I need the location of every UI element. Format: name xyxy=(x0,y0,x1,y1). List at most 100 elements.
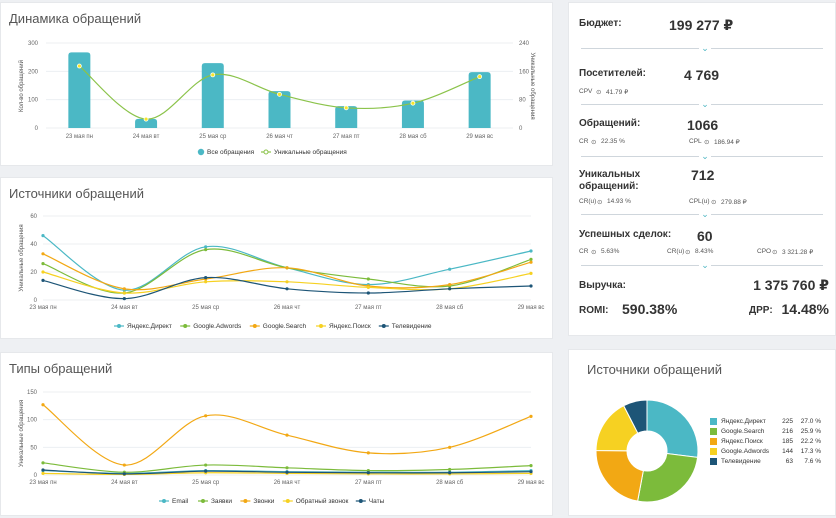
line-point xyxy=(410,100,416,106)
y-tick-label: 0 xyxy=(34,473,38,479)
x-tick-label: 25 мая ср xyxy=(199,134,227,140)
line-point xyxy=(529,271,533,275)
line-point xyxy=(477,74,483,80)
legend-marker xyxy=(183,324,188,328)
cplu-label: CPL(u) xyxy=(689,198,710,205)
cr2-value: 5.63% xyxy=(601,248,620,255)
line-point xyxy=(448,283,452,287)
revenue-value: 1 375 760 ₽ xyxy=(753,277,829,293)
pie-card: Источники обращений xyxy=(568,349,836,516)
legend-pct: 22.2 % xyxy=(800,437,821,445)
line-point xyxy=(366,471,370,475)
budget-value: 199 277 ₽ xyxy=(669,17,734,33)
line-point xyxy=(529,470,533,474)
y-tick-label: 20 xyxy=(30,270,37,276)
legend-marker xyxy=(285,499,290,503)
line-point xyxy=(366,468,370,473)
unique-value: 712 xyxy=(691,167,715,183)
legend-label: Телевидение xyxy=(392,323,432,330)
y2-axis-label: Уникальные обращения xyxy=(529,52,535,119)
chevron-down-icon: ⌄ xyxy=(699,42,711,54)
y-axis-label: Уникальные обращения xyxy=(19,224,25,291)
legend-name: Google.Adwords xyxy=(721,447,770,455)
line-point xyxy=(529,257,533,261)
line-point xyxy=(204,280,208,284)
budget-label: Бюджет: xyxy=(579,18,622,29)
line-point xyxy=(41,278,45,282)
legend-item: Яндекс.Директ 225 27.0 % xyxy=(710,416,821,426)
x-tick-label: 26 мая чт xyxy=(274,480,301,486)
legend-marker xyxy=(117,324,121,328)
info-icon: ⊙ xyxy=(591,139,597,146)
sources-card: Источники обращений 0 20 40 60 Уникальные об… xyxy=(0,177,553,339)
legend-item: Google.Search 216 25.9 % xyxy=(710,426,821,436)
legend-label: Google.Search xyxy=(263,323,307,330)
line-point xyxy=(41,461,45,465)
cru-value: 14.93 % xyxy=(607,198,631,205)
legend-label: Обратный звонок xyxy=(296,497,349,505)
line-point xyxy=(41,262,45,266)
line-point xyxy=(41,468,45,472)
bar xyxy=(401,100,424,128)
y2-tick-label: 160 xyxy=(519,69,530,75)
line-point xyxy=(285,466,289,470)
x-tick-label: 29 мая вс xyxy=(466,134,493,140)
line-point xyxy=(143,116,149,122)
x-tick-label: 23 мая пн xyxy=(29,305,56,311)
legend-marker xyxy=(263,149,269,155)
line-point xyxy=(448,445,452,449)
line-point xyxy=(343,105,349,111)
legend-name: Яндекс.Поиск xyxy=(721,437,763,445)
legend-marker xyxy=(252,324,257,328)
line-point xyxy=(529,463,533,468)
romi-label: ROMI: xyxy=(579,305,609,316)
legend-marker xyxy=(319,324,323,328)
cplu-value: 279.88 ₽ xyxy=(721,199,747,206)
x-tick-label: 25 мая ср xyxy=(192,305,220,311)
line-point xyxy=(529,284,533,288)
pie-slice xyxy=(646,399,699,458)
x-tick-label: 27 мая пт xyxy=(355,480,382,486)
x-tick-label: 29 мая вс xyxy=(518,305,545,311)
legend-swatch xyxy=(710,437,717,445)
legend-count: 144 xyxy=(782,447,793,455)
line-point xyxy=(76,63,82,69)
legend-swatch xyxy=(710,427,717,435)
x-tick-label: 24 мая вт xyxy=(111,305,138,311)
pie-slice xyxy=(595,450,644,502)
line-point xyxy=(41,252,45,256)
line-point xyxy=(122,291,126,295)
y-tick-label: 150 xyxy=(27,390,38,396)
requests-value: 1066 xyxy=(687,117,719,133)
summary-card: Бюджет: 199 277 ₽ ⌄ Посетителей: 4 769 C… xyxy=(568,2,836,336)
bar xyxy=(468,72,491,128)
line-point xyxy=(41,471,45,475)
line-point xyxy=(41,270,45,274)
legend-swatch xyxy=(710,457,717,465)
legend-label: Заявки xyxy=(211,498,232,505)
legend-marker xyxy=(358,499,363,503)
x-tick-label: 27 мая пт xyxy=(355,305,382,311)
pie-title: Источники обращений xyxy=(587,362,722,377)
bar xyxy=(135,118,158,128)
line-point xyxy=(366,277,370,281)
line-point xyxy=(448,471,452,475)
cpv-label: CPV xyxy=(579,88,593,95)
legend-pct: 7.6 % xyxy=(804,457,821,465)
x-tick-label: 26 мая чт xyxy=(266,134,293,140)
line-point xyxy=(366,285,370,289)
legend-label: Google.Adwords xyxy=(193,323,242,330)
line-point xyxy=(285,266,289,270)
line-point xyxy=(204,463,208,467)
y-tick-label: 50 xyxy=(30,445,37,451)
info-icon: ⊙ xyxy=(711,199,717,206)
legend: Все обращения Уникальные обращения xyxy=(197,148,347,156)
cr-label: CR xyxy=(579,138,589,145)
cr2-label: CR xyxy=(579,248,589,255)
legend-marker xyxy=(243,499,248,503)
info-icon: ⊙ xyxy=(704,139,710,146)
legend-label: Уникальные обращения xyxy=(274,148,347,156)
y2-tick-label: 240 xyxy=(519,41,530,47)
line-point xyxy=(204,276,208,280)
line-point xyxy=(448,287,452,291)
